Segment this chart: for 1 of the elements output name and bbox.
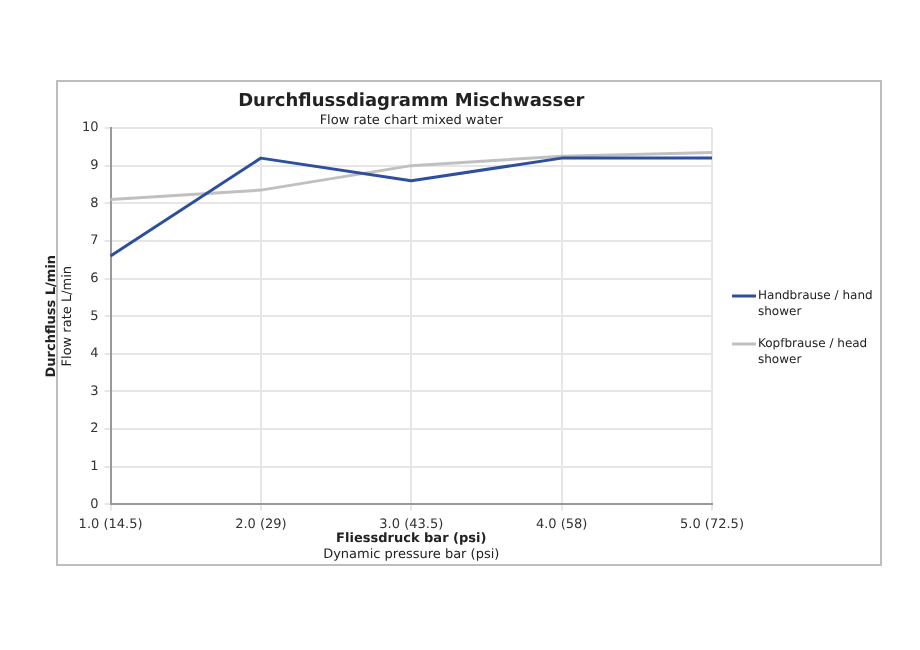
chart-title: Durchflussdiagramm Mischwasser <box>238 92 586 112</box>
